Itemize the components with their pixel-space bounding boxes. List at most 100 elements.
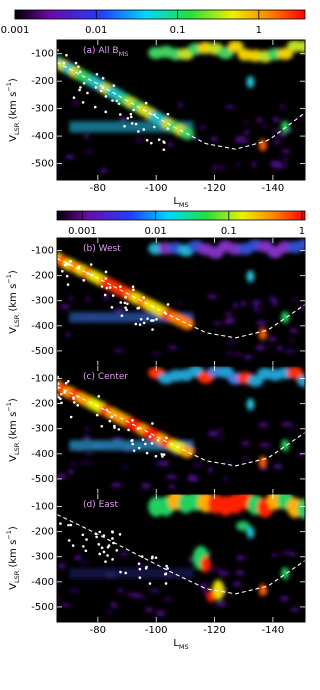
colorbar-tick-label: 0.001 bbox=[1, 25, 30, 36]
cloud-dot bbox=[67, 263, 70, 266]
cloud-dot bbox=[100, 546, 104, 550]
cloud-dot bbox=[57, 382, 60, 386]
cloud-dot bbox=[69, 415, 73, 419]
emission bbox=[57, 40, 305, 174]
panel-label-part: (a) All B bbox=[83, 46, 119, 56]
faint-emission bbox=[57, 597, 61, 600]
cloud-dot bbox=[146, 317, 149, 320]
cloud-dot bbox=[127, 428, 130, 432]
faint-emission bbox=[255, 320, 267, 326]
faint-emission bbox=[236, 135, 246, 139]
y-axis-label-part: ) bbox=[8, 526, 19, 530]
cloud-dot bbox=[110, 415, 114, 419]
panel-background bbox=[57, 238, 305, 366]
cloud-dot bbox=[148, 435, 152, 438]
cloud-dot bbox=[137, 446, 141, 450]
cloud-dot bbox=[94, 86, 98, 89]
emission-blobs bbox=[57, 494, 305, 617]
y-tick-label: -500 bbox=[31, 159, 54, 170]
side-blob bbox=[281, 311, 290, 324]
cloud-dot bbox=[161, 455, 164, 458]
faint-emission bbox=[272, 463, 283, 470]
faint-emission bbox=[60, 603, 72, 607]
y-axis-label-part: LSR bbox=[13, 570, 21, 583]
cloud-dot bbox=[94, 532, 98, 536]
side-blob bbox=[246, 270, 255, 283]
y-tick-label: -300 bbox=[31, 104, 54, 115]
cloud-dot bbox=[141, 438, 145, 441]
x-tick-label: -80 bbox=[90, 183, 106, 194]
faint-emission bbox=[271, 300, 278, 306]
faint-emission bbox=[241, 440, 251, 446]
cloud-dot bbox=[112, 541, 115, 545]
faint-emission bbox=[210, 568, 223, 571]
y-axis-label: VLSR (km s−1) bbox=[5, 78, 21, 142]
cloud-dot bbox=[145, 451, 149, 455]
x-tick-label: -140 bbox=[262, 625, 285, 636]
y-tick-label: -300 bbox=[31, 296, 54, 307]
cloud-dot bbox=[162, 148, 166, 151]
top-blob bbox=[297, 40, 305, 53]
y-tick-label: -300 bbox=[31, 552, 54, 563]
cloud-dot bbox=[165, 436, 168, 440]
cloud-dot bbox=[72, 397, 75, 400]
panel-label: (d) East bbox=[83, 500, 118, 510]
faint-emission bbox=[140, 483, 151, 489]
faint-emission bbox=[158, 460, 170, 467]
faint-emission bbox=[235, 570, 245, 576]
faint-emission bbox=[68, 296, 74, 301]
y-tick-label: -400 bbox=[31, 449, 54, 460]
cloud-dot bbox=[95, 72, 99, 76]
faint-emission bbox=[284, 349, 297, 353]
cloud-dot bbox=[164, 312, 168, 316]
x-axis-label-part: MS bbox=[179, 201, 189, 209]
faint-emission bbox=[231, 352, 243, 356]
x-axis-label: LMS bbox=[173, 638, 188, 651]
cloud-dot bbox=[126, 302, 129, 306]
colorbar-tick-label: 0.01 bbox=[85, 25, 107, 36]
faint-emission bbox=[71, 101, 81, 105]
cloud-dot bbox=[150, 141, 153, 145]
side-blob bbox=[281, 439, 290, 452]
faint-emission bbox=[107, 611, 112, 615]
y-axis-label-part: −1 bbox=[5, 274, 13, 284]
cloud-dot bbox=[162, 140, 165, 143]
cloud-dot bbox=[81, 533, 85, 537]
faint-emission bbox=[192, 463, 204, 467]
cloud-dot bbox=[137, 130, 140, 133]
cloud-dot bbox=[157, 138, 161, 141]
cloud-dot bbox=[162, 453, 166, 456]
emission-blobs bbox=[57, 40, 305, 174]
cloud-dot bbox=[164, 582, 168, 585]
panel-label: (c) Center bbox=[83, 372, 128, 382]
y-axis-label-part: V bbox=[8, 455, 19, 462]
cloud-dot bbox=[132, 108, 135, 112]
cloud-dot bbox=[124, 306, 127, 309]
cloud-dot bbox=[137, 306, 141, 310]
cloud-dot bbox=[144, 101, 148, 105]
x-tick-label: -140 bbox=[262, 183, 285, 194]
faint-emission bbox=[278, 105, 286, 109]
y-tick-label: -400 bbox=[31, 321, 54, 332]
faint-emission bbox=[118, 552, 130, 557]
cloud-dot bbox=[123, 301, 127, 305]
panel-label: (a) All BMS bbox=[83, 46, 128, 59]
cloud-dot bbox=[132, 449, 136, 452]
cloud-dot bbox=[119, 301, 123, 304]
faint-emission bbox=[219, 436, 226, 440]
faint-emission bbox=[82, 561, 89, 564]
cloud-dot bbox=[59, 397, 62, 401]
faint-emission bbox=[225, 104, 235, 109]
top-blob bbox=[227, 40, 244, 53]
y-axis-label-part: −1 bbox=[5, 530, 13, 540]
faint-emission bbox=[116, 588, 124, 593]
cloud-dot bbox=[69, 259, 72, 263]
panel-label-part: (b) West bbox=[83, 244, 121, 254]
cloud-dot bbox=[86, 272, 89, 275]
faint-emission bbox=[252, 309, 265, 313]
cloud-dot bbox=[112, 84, 116, 87]
lower-band bbox=[69, 121, 194, 133]
cloud-dot bbox=[138, 323, 142, 326]
page: 0.001 0.01 0.1 1 -80 -100 -120 -140 -100 -200 -300… bbox=[0, 9, 306, 651]
model-curve bbox=[57, 258, 305, 339]
